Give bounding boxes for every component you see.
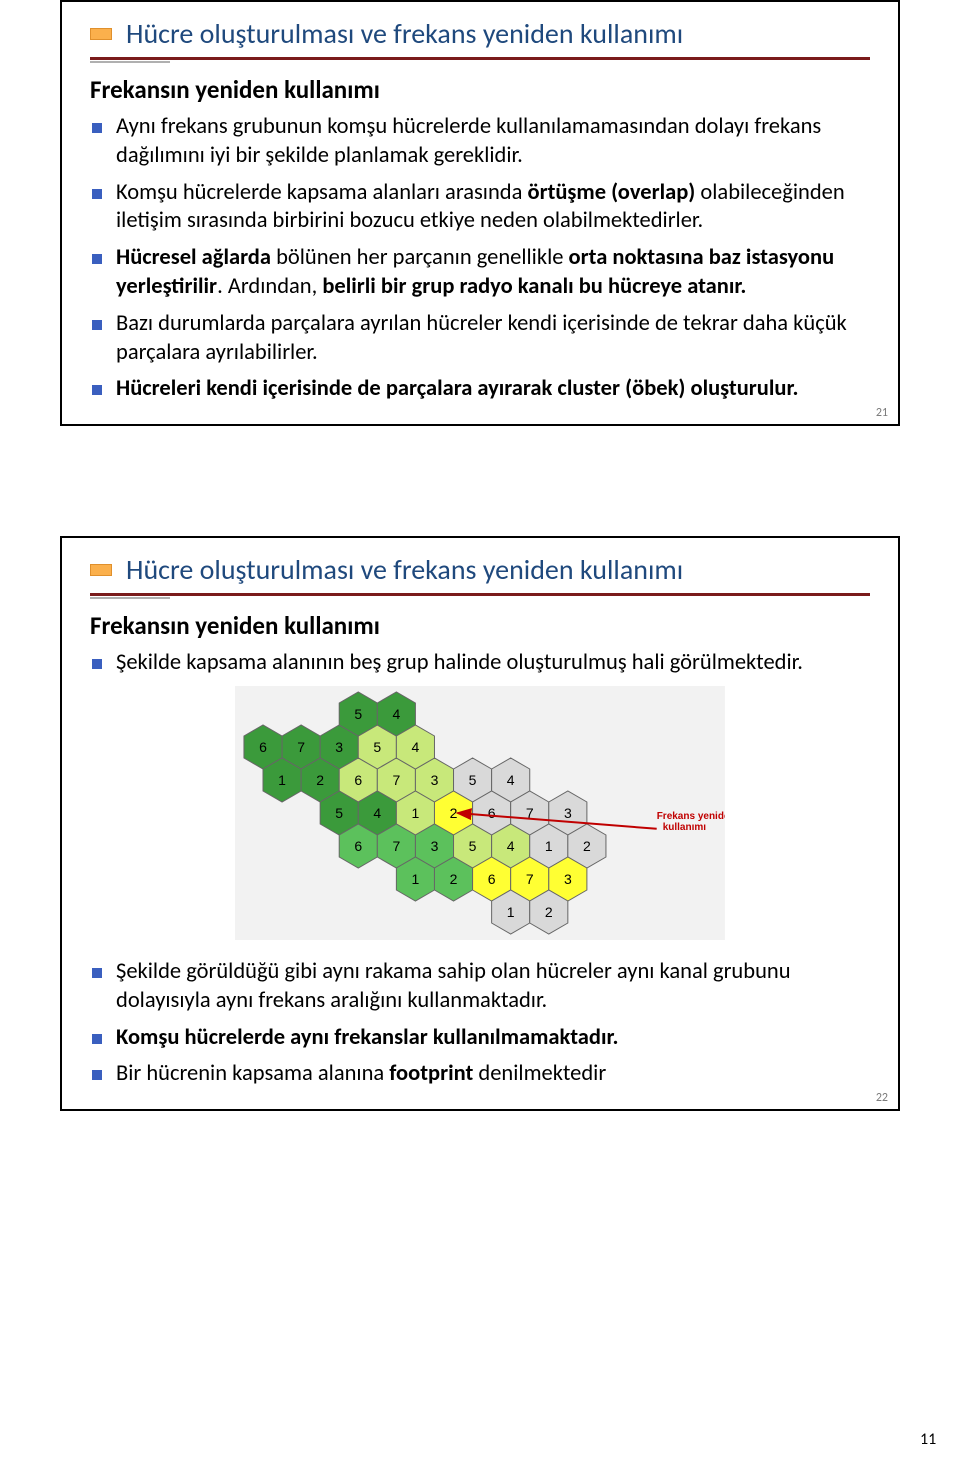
slide1-bullets: Aynı frekans grubunun komşu hücrelerde k… [90,113,870,404]
hex-label: 1 [412,805,420,821]
title-rule [90,57,870,60]
hex-label: 3 [564,871,572,887]
slide1-title-wrap: Hücre oluşturulması ve frekans yeniden k… [62,2,898,57]
hex-label: 5 [469,772,477,788]
page-number: 11 [920,1430,936,1449]
hex-label: 1 [412,871,420,887]
slide2-intro: Şekilde kapsama alanının beş grup halind… [90,649,870,678]
hex-diagram-wrap: 67351267354541267367354121267312544Freka… [90,686,870,940]
slide2-title-wrap: Hücre oluşturulması ve frekans yeniden k… [62,538,898,593]
slide2-bullets: Şekilde görüldüğü gibi aynı rakama sahip… [90,958,870,1089]
hex-label: 6 [488,805,496,821]
hex-label: 7 [393,838,401,854]
hex-label: 5 [373,739,381,755]
slide1-number: 21 [876,406,888,420]
list-item: Aynı frekans grubunun komşu hücrelerde k… [90,113,870,171]
hex-label: 5 [469,838,477,854]
slide1-title-text: Hücre oluşturulması ve frekans yeniden k… [126,16,683,51]
list-item: Komşu hücrelerde aynı frekanslar kullanı… [90,1024,870,1053]
hex-label: 3 [335,739,343,755]
title-rule [90,593,870,596]
hex-label: 5 [354,706,362,722]
hex-label: 7 [297,739,305,755]
hex-label: 3 [431,772,439,788]
hex-label: 3 [564,805,572,821]
slide1-subhead: Frekansın yeniden kullanımı [90,74,870,105]
hex-diagram: 67351267354541267367354121267312544Freka… [235,686,725,940]
hex-label: 4 [412,739,420,755]
list-item: Şekilde görüldüğü gibi aynı rakama sahip… [90,958,870,1016]
hex-label: 7 [526,871,534,887]
slide2-title-text: Hücre oluşturulması ve frekans yeniden k… [126,552,683,587]
hex-label: 2 [545,904,553,920]
list-item: Hücresel ağlarda bölünen her parçanın ge… [90,244,870,302]
list-item: Bazı durumlarda parçalara ayrılan hücrel… [90,310,870,368]
hex-label: 6 [488,871,496,887]
hex-label: 1 [278,772,286,788]
slide-2: Hücre oluşturulması ve frekans yeniden k… [60,536,900,1111]
slide2-intro-list: Şekilde kapsama alanının beş grup halind… [90,649,870,678]
slide2-body: Frekansın yeniden kullanımı Şekilde kaps… [62,600,898,1101]
hex-label: 2 [316,772,324,788]
hex-label: 6 [259,739,267,755]
slide1-title: Hücre oluşturulması ve frekans yeniden k… [90,16,870,51]
list-item: Hücreleri kendi içerisinde de parçalara … [90,375,870,404]
list-item: Komşu hücrelerde kapsama alanları arasın… [90,179,870,237]
hex-label: 5 [335,805,343,821]
slide-1: Hücre oluşturulması ve frekans yeniden k… [60,0,900,426]
hex-label: 4 [507,772,515,788]
hex-label: 4 [507,838,515,854]
hex-label: 2 [450,805,458,821]
slide2-subhead: Frekansın yeniden kullanımı [90,610,870,641]
hex-label: 1 [507,904,515,920]
hex-label: 2 [583,838,591,854]
title-icon [90,558,114,582]
slide2-number: 22 [876,1091,888,1105]
hex-label: 3 [431,838,439,854]
hex-label: 2 [450,871,458,887]
list-item: Bir hücrenin kapsama alanına footprint d… [90,1060,870,1089]
slide2-title: Hücre oluşturulması ve frekans yeniden k… [90,552,870,587]
hex-label: 4 [393,706,401,722]
hex-label: 6 [354,772,362,788]
hex-label: 1 [545,838,553,854]
hex-label: 7 [393,772,401,788]
slide1-body: Frekansın yeniden kullanımı Aynı frekans… [62,64,898,416]
title-icon [90,22,114,46]
hex-label: 6 [354,838,362,854]
hex-label: 4 [373,805,381,821]
